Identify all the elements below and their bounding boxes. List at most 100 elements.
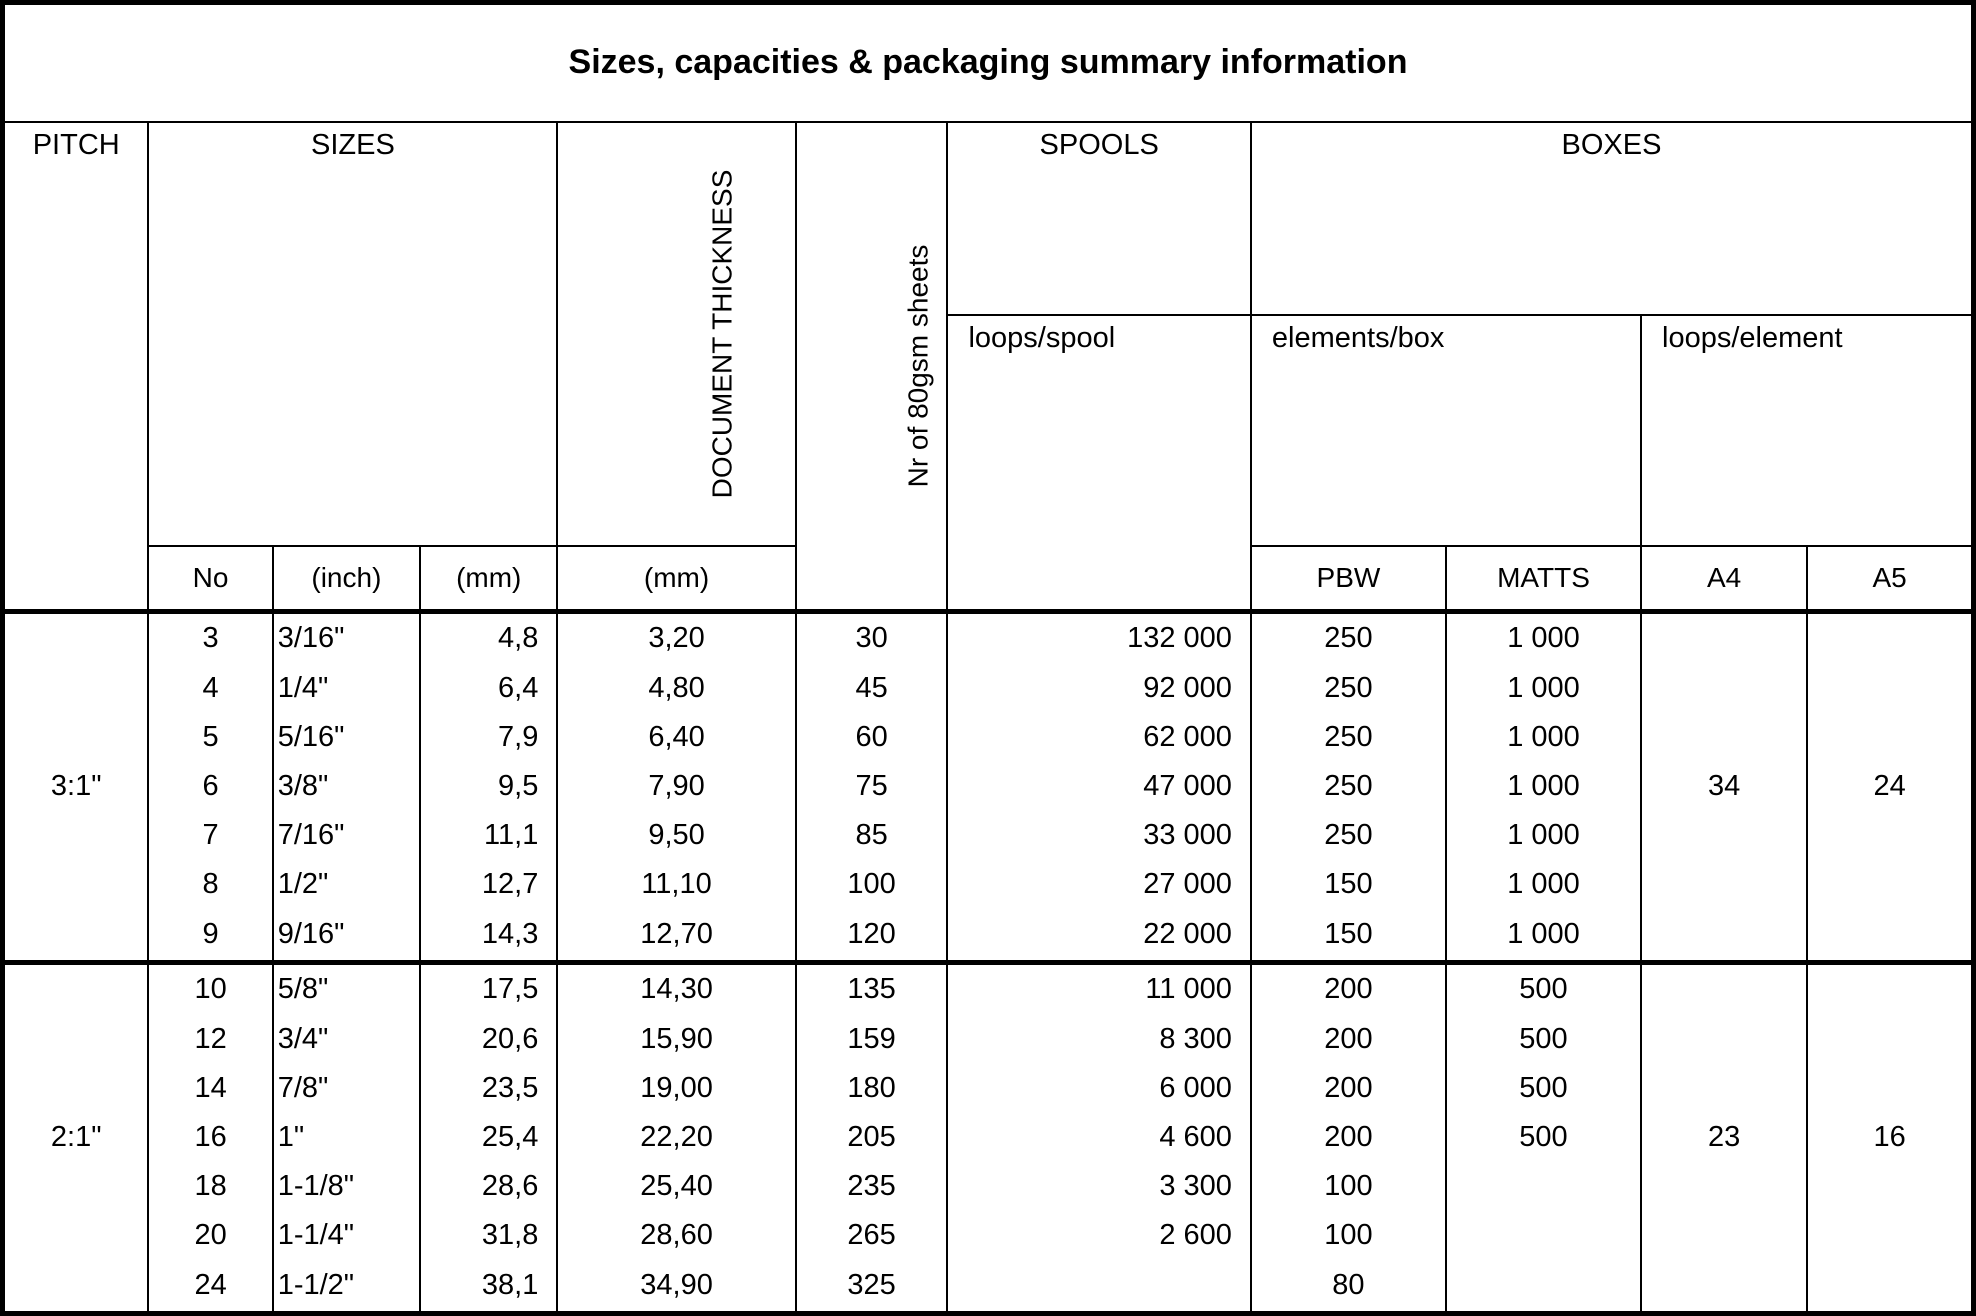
- header-a4: A4: [1641, 546, 1807, 612]
- cell-pbw: 250: [1251, 713, 1446, 762]
- cell-no: 9: [148, 909, 272, 962]
- cell-inch: 5/16": [273, 713, 420, 762]
- cell-inch: 7/16": [273, 811, 420, 860]
- cell-loops-spool: 11 000: [947, 962, 1250, 1015]
- cell-no: 3: [148, 611, 272, 664]
- cell-mm: 9,5: [420, 762, 557, 811]
- header-loops-element: loops/element: [1641, 315, 1973, 546]
- cell-no: 6: [148, 762, 272, 811]
- cell-pbw: 200: [1251, 1064, 1446, 1113]
- cell-inch: 1-1/8": [273, 1162, 420, 1211]
- cell-loops-spool: 27 000: [947, 860, 1250, 909]
- cell-sheets: 85: [796, 811, 948, 860]
- cell-doc-thickness: 7,90: [557, 762, 795, 811]
- cell-matts: 1 000: [1446, 811, 1641, 860]
- cell-inch: 3/8": [273, 762, 420, 811]
- cell-mm: 14,3: [420, 909, 557, 962]
- pitch-cell: 3:1": [3, 611, 149, 962]
- cell-doc-thickness: 34,90: [557, 1261, 795, 1314]
- cell-matts: 500: [1446, 1015, 1641, 1064]
- header-pbw: PBW: [1251, 546, 1446, 612]
- cell-doc-thickness: 22,20: [557, 1113, 795, 1162]
- cell-mm: 31,8: [420, 1211, 557, 1260]
- cell-inch: 5/8": [273, 962, 420, 1015]
- cell-loops-spool: 4 600: [947, 1113, 1250, 1162]
- cell-loops-spool: [947, 1261, 1250, 1314]
- cell-pbw: 250: [1251, 811, 1446, 860]
- cell-loops-spool: 92 000: [947, 664, 1250, 713]
- cell-pbw: 80: [1251, 1261, 1446, 1314]
- cell-matts: [1446, 1162, 1641, 1211]
- table-container: Sizes, capacities & packaging summary in…: [0, 0, 1976, 1316]
- cell-pbw: 250: [1251, 611, 1446, 664]
- cell-sheets: 159: [796, 1015, 948, 1064]
- cell-sheets: 30: [796, 611, 948, 664]
- cell-no: 8: [148, 860, 272, 909]
- cell-loops-spool: 62 000: [947, 713, 1250, 762]
- cell-loops-spool: 3 300: [947, 1162, 1250, 1211]
- table-title: Sizes, capacities & packaging summary in…: [3, 3, 1974, 122]
- cell-doc-thickness: 4,80: [557, 664, 795, 713]
- cell-matts: 1 000: [1446, 611, 1641, 664]
- cell-pbw: 100: [1251, 1211, 1446, 1260]
- cell-no: 12: [148, 1015, 272, 1064]
- cell-no: 24: [148, 1261, 272, 1314]
- cell-no: 7: [148, 811, 272, 860]
- cell-doc-thickness: 25,40: [557, 1162, 795, 1211]
- cell-matts: 500: [1446, 1064, 1641, 1113]
- cell-no: 10: [148, 962, 272, 1015]
- cell-pbw: 200: [1251, 1015, 1446, 1064]
- cell-pbw: 200: [1251, 1113, 1446, 1162]
- cell-sheets: 205: [796, 1113, 948, 1162]
- cell-sheets: 135: [796, 962, 948, 1015]
- cell-mm: 4,8: [420, 611, 557, 664]
- cell-no: 14: [148, 1064, 272, 1113]
- cell-inch: 3/16": [273, 611, 420, 664]
- cell-doc-thickness: 15,90: [557, 1015, 795, 1064]
- cell-matts: 1 000: [1446, 713, 1641, 762]
- header-matts: MATTS: [1446, 546, 1641, 612]
- header-mm1: (mm): [420, 546, 557, 612]
- cell-mm: 23,5: [420, 1064, 557, 1113]
- header-elements-box: elements/box: [1251, 315, 1641, 546]
- cell-doc-thickness: 6,40: [557, 713, 795, 762]
- cell-sheets: 100: [796, 860, 948, 909]
- cell-mm: 11,1: [420, 811, 557, 860]
- cell-mm: 38,1: [420, 1261, 557, 1314]
- cell-loops-spool: 132 000: [947, 611, 1250, 664]
- cell-no: 16: [148, 1113, 272, 1162]
- cell-doc-thickness: 28,60: [557, 1211, 795, 1260]
- summary-table: Sizes, capacities & packaging summary in…: [0, 0, 1976, 1316]
- cell-mm: 12,7: [420, 860, 557, 909]
- cell-no: 18: [148, 1162, 272, 1211]
- cell-inch: 1-1/2": [273, 1261, 420, 1314]
- header-sizes: SIZES: [148, 122, 557, 546]
- header-pitch: PITCH: [3, 122, 149, 612]
- header-inch: (inch): [273, 546, 420, 612]
- cell-mm: 25,4: [420, 1113, 557, 1162]
- header-sheets: Nr of 80gsm sheets: [796, 122, 948, 612]
- cell-mm: 20,6: [420, 1015, 557, 1064]
- header-boxes: BOXES: [1251, 122, 1974, 315]
- cell-loops-spool: 47 000: [947, 762, 1250, 811]
- cell-doc-thickness: 9,50: [557, 811, 795, 860]
- cell-matts: [1446, 1211, 1641, 1260]
- cell-loops-spool: 6 000: [947, 1064, 1250, 1113]
- cell-no: 4: [148, 664, 272, 713]
- cell-pbw: 100: [1251, 1162, 1446, 1211]
- cell-a4: 34: [1641, 611, 1807, 962]
- header-mm2: (mm): [557, 546, 795, 612]
- cell-doc-thickness: 12,70: [557, 909, 795, 962]
- header-spools: SPOOLS: [947, 122, 1250, 315]
- cell-mm: 7,9: [420, 713, 557, 762]
- cell-sheets: 265: [796, 1211, 948, 1260]
- cell-loops-spool: 8 300: [947, 1015, 1250, 1064]
- cell-inch: 3/4": [273, 1015, 420, 1064]
- cell-matts: 1 000: [1446, 909, 1641, 962]
- cell-pbw: 250: [1251, 762, 1446, 811]
- cell-sheets: 60: [796, 713, 948, 762]
- cell-sheets: 120: [796, 909, 948, 962]
- cell-mm: 28,6: [420, 1162, 557, 1211]
- cell-matts: 1 000: [1446, 860, 1641, 909]
- cell-pbw: 200: [1251, 962, 1446, 1015]
